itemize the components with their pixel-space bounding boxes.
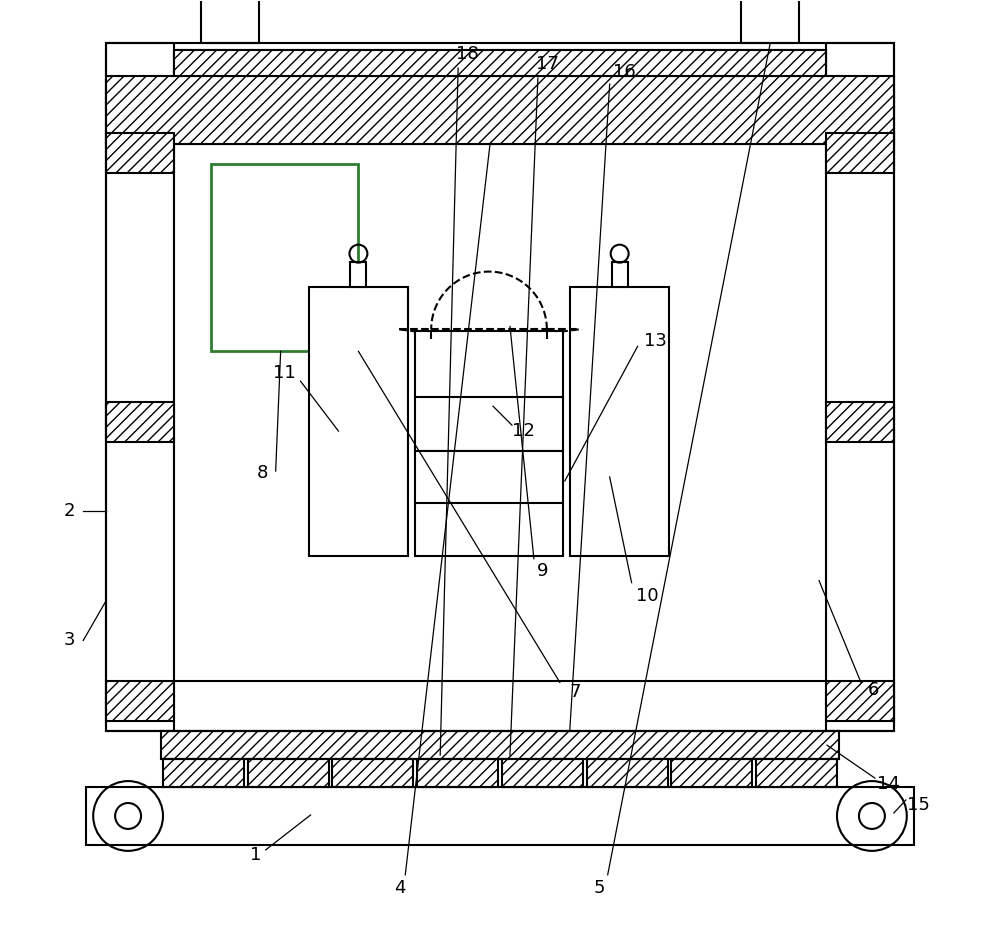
Text: 16: 16 (613, 63, 636, 81)
Bar (826, 681, 894, 721)
Text: 11: 11 (273, 364, 296, 382)
Bar (211, 164, 358, 351)
Bar (570, 287, 669, 556)
Bar (201, 0, 259, 43)
Bar (756, 759, 837, 787)
Text: 4: 4 (395, 879, 406, 897)
Bar (741, 0, 799, 43)
Bar (826, 133, 894, 173)
Bar (161, 731, 839, 759)
Text: 15: 15 (907, 796, 930, 814)
Bar (106, 133, 174, 173)
Bar (106, 43, 174, 731)
Bar (502, 759, 583, 787)
Bar (415, 331, 563, 451)
Bar (163, 759, 244, 787)
Text: 12: 12 (512, 423, 535, 440)
Bar (826, 402, 894, 442)
Bar (106, 402, 174, 442)
Bar (671, 759, 752, 787)
Text: 14: 14 (877, 775, 900, 793)
Bar (86, 787, 914, 845)
Bar (612, 262, 628, 287)
Text: 5: 5 (594, 879, 605, 897)
Bar (248, 759, 329, 787)
Bar (350, 262, 366, 287)
Text: 6: 6 (868, 681, 880, 699)
Bar (309, 287, 408, 556)
Bar (174, 144, 826, 681)
Text: 8: 8 (257, 464, 268, 482)
Bar (417, 759, 498, 787)
Bar (174, 50, 826, 76)
Text: 7: 7 (569, 683, 581, 701)
Text: 3: 3 (64, 631, 75, 649)
Bar (332, 759, 413, 787)
Text: 2: 2 (64, 502, 75, 519)
Text: 18: 18 (456, 45, 478, 63)
Bar (826, 43, 894, 731)
Bar (415, 451, 563, 556)
Bar (106, 43, 894, 731)
Text: 1: 1 (250, 846, 261, 864)
Bar (106, 76, 894, 144)
Bar (174, 50, 826, 76)
Bar (587, 759, 668, 787)
Text: 9: 9 (537, 562, 549, 580)
Text: 17: 17 (536, 56, 559, 73)
Bar (106, 681, 174, 721)
Text: 10: 10 (636, 586, 659, 605)
Text: 13: 13 (644, 332, 667, 350)
